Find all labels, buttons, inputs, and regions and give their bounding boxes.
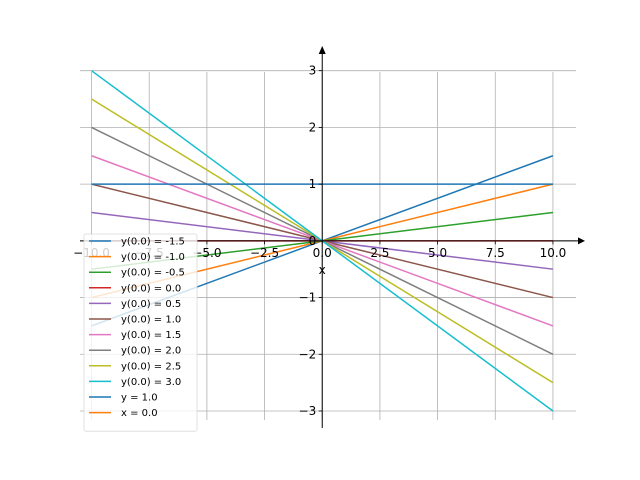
x-axis-title: x xyxy=(319,263,326,277)
y-tick-label: 3 xyxy=(309,64,317,78)
legend-label: y(0.0) = -1.5 xyxy=(121,237,185,248)
x-axis-arrow xyxy=(578,237,585,245)
legend-label: y(0.0) = -1.0 xyxy=(121,252,185,263)
legend-label: y(0.0) = 1.0 xyxy=(121,315,181,326)
x-tick-label: 2.5 xyxy=(370,246,389,260)
legend-label: y(0.0) = 0.0 xyxy=(121,283,181,294)
x-tick-label: 5.0 xyxy=(428,246,447,260)
x-tick-label: 7.5 xyxy=(486,246,505,260)
y-axis-arrow xyxy=(318,46,326,54)
legend-label: y(0.0) = 2.5 xyxy=(121,361,181,372)
x-tick-label: −5.0 xyxy=(192,246,221,260)
x-tick-label: 0.0 xyxy=(313,246,332,260)
legend-label: x = 0.0 xyxy=(121,408,158,419)
x-tick-label: 10.0 xyxy=(540,246,567,260)
legend-label: y(0.0) = 2.0 xyxy=(121,346,181,357)
y-tick-label: 2 xyxy=(309,120,317,134)
y-tick-label: 0 xyxy=(309,234,317,248)
legend-label: y(0.0) = -0.5 xyxy=(121,268,185,279)
x-tick-label: −2.5 xyxy=(250,246,279,260)
legend-label: y = 1.0 xyxy=(121,393,158,404)
legend-label: y(0.0) = 3.0 xyxy=(121,377,181,388)
y-tick-label: 1 xyxy=(309,177,317,191)
legend-label: y(0.0) = 0.5 xyxy=(121,299,181,310)
y-tick-label: −2 xyxy=(299,347,317,361)
legend-label: y(0.0) = 1.5 xyxy=(121,330,181,341)
y-tick-label: −1 xyxy=(299,291,317,305)
legend-frame xyxy=(83,233,198,432)
y-tick-label: −3 xyxy=(299,404,317,418)
legend: y(0.0) = -1.5 y(0.0) = -1.0 y(0.0) = -0.5 y… xyxy=(83,233,198,432)
